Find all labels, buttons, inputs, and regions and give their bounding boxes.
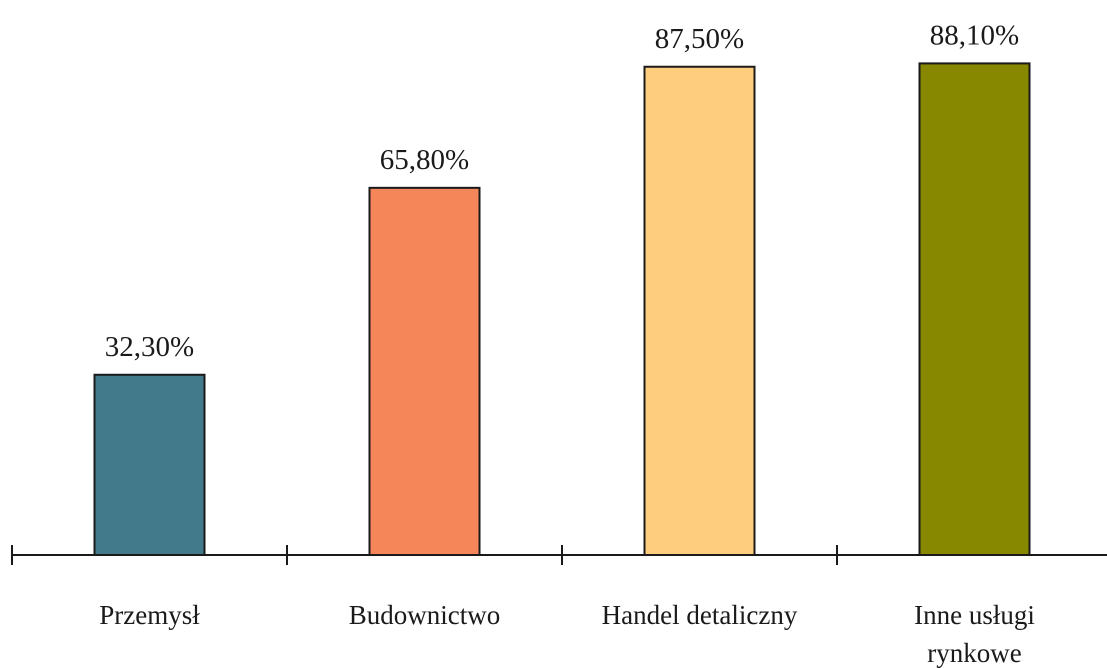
- category-label-1: Budownictwo: [349, 600, 501, 630]
- data-label-2: 87,50%: [655, 23, 744, 55]
- data-label-0: 32,30%: [105, 331, 194, 363]
- bars-group: [93, 62, 1031, 556]
- bar-0: [93, 373, 206, 556]
- labels-group: 32,30% Przemysł 65,80% Budownictwo 87,50% Han…: [99, 19, 1035, 668]
- x-axis: [11, 545, 1107, 565]
- category-label-3-line-0: Inne usługi: [914, 600, 1035, 630]
- category-label-0: Przemysł: [99, 600, 200, 630]
- category-label-3-line-1: rynkowe: [927, 638, 1021, 668]
- bar-1: [368, 186, 481, 556]
- data-label-3: 88,10%: [930, 19, 1019, 51]
- data-label-1: 65,80%: [380, 144, 469, 176]
- bar-3: [918, 62, 1031, 556]
- bar-2: [643, 65, 756, 556]
- category-label-2: Handel detaliczny: [602, 600, 798, 630]
